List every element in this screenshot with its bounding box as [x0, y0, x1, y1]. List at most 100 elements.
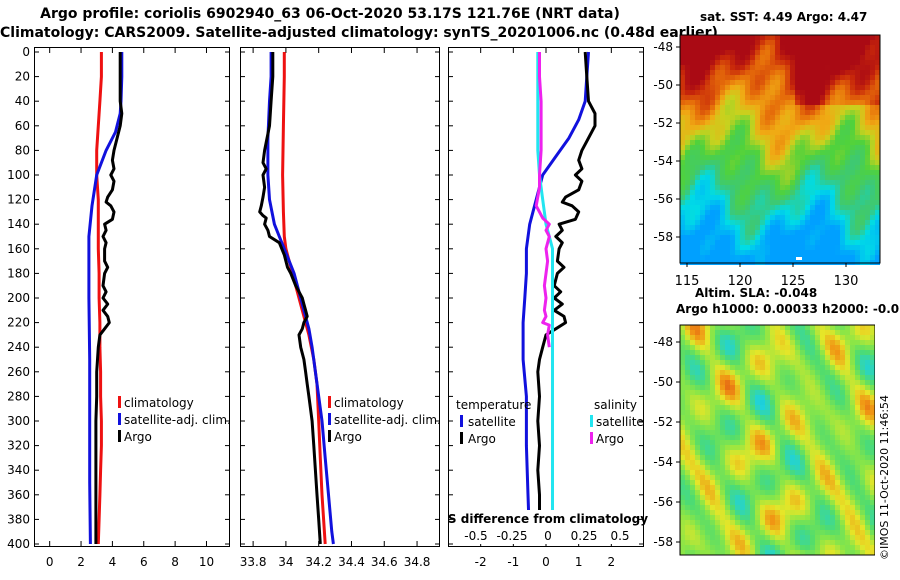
sla-cell [855, 550, 860, 555]
x-tick-label: 8 [171, 555, 179, 569]
sla-cell [705, 520, 710, 525]
sla-cell [715, 380, 720, 385]
sst-cell [815, 115, 820, 120]
sla-cell [715, 370, 720, 375]
sst-cell [870, 95, 875, 100]
sst-cell [825, 155, 830, 160]
sla-cell [825, 485, 830, 490]
sst-cell [725, 35, 730, 40]
sst-cell [870, 190, 875, 195]
sst-cell [775, 165, 780, 170]
sla-cell [730, 360, 735, 365]
sst-cell [695, 210, 700, 215]
sst-cell [835, 60, 840, 65]
sst-cell [745, 170, 750, 175]
sla-cell [760, 325, 765, 330]
sla-cell [695, 375, 700, 380]
sst-cell [825, 75, 830, 80]
sst-cell [680, 75, 685, 80]
sst-cell [750, 195, 755, 200]
sst-cell [740, 210, 745, 215]
sst-cell [795, 65, 800, 70]
sla-cell [745, 545, 750, 550]
sla-cell [695, 370, 700, 375]
sst-cell [810, 65, 815, 70]
sla-cell [820, 500, 825, 505]
sst-cell [840, 215, 845, 220]
sst-cell [855, 60, 860, 65]
sla-cell [710, 505, 715, 510]
sla-cell [745, 515, 750, 520]
sla-cell [780, 525, 785, 530]
sst-cell [780, 225, 785, 230]
plot-frame [34, 47, 230, 547]
sst-cell [805, 125, 810, 130]
sla-cell [725, 490, 730, 495]
sla-cell [730, 550, 735, 555]
sla-cell [820, 455, 825, 460]
depth-tick-label: 300 [7, 414, 30, 428]
sla-cell [720, 410, 725, 415]
sla-cell [810, 425, 815, 430]
sla-cell [685, 405, 690, 410]
sla-cell [730, 530, 735, 535]
sla-cell [780, 360, 785, 365]
sst-cell [755, 210, 760, 215]
sla-cell [720, 385, 725, 390]
legend-label: Argo [334, 430, 362, 444]
sst-cell [835, 185, 840, 190]
sst-cell [720, 210, 725, 215]
sla-cell [835, 500, 840, 505]
sst-cell [730, 235, 735, 240]
series-line-climatology [281, 52, 327, 545]
sla-cell [855, 385, 860, 390]
sst-cell [760, 250, 765, 255]
sst-cell [760, 175, 765, 180]
sst-cell [790, 125, 795, 130]
sst-cell [745, 65, 750, 70]
sla-cell [835, 495, 840, 500]
sst-cell [680, 180, 685, 185]
sst-cell [820, 250, 825, 255]
sst-cell [745, 210, 750, 215]
sst-cell [865, 50, 870, 55]
sla-cell [750, 355, 755, 360]
sst-cell [685, 220, 690, 225]
sla-cell [780, 550, 785, 555]
sst-cell [875, 135, 880, 140]
sla-cell [770, 475, 775, 480]
sla-cell [810, 505, 815, 510]
sla-cell [870, 495, 875, 500]
sst-cell [850, 180, 855, 185]
sla-cell [715, 530, 720, 535]
sst-cell [865, 220, 870, 225]
sla-cell [765, 435, 770, 440]
sst-cell [680, 95, 685, 100]
sst-cell [730, 60, 735, 65]
sla-cell [800, 425, 805, 430]
sla-cell [710, 465, 715, 470]
sla-cell [705, 410, 710, 415]
sla-cell [865, 525, 870, 530]
sla-cell [705, 440, 710, 445]
sla-cell [775, 505, 780, 510]
sst-cell [855, 140, 860, 145]
sst-cell [780, 155, 785, 160]
sla-cell [710, 455, 715, 460]
sst-cell [730, 110, 735, 115]
sst-cell [855, 40, 860, 45]
sla-cell [820, 340, 825, 345]
sla-cell [855, 540, 860, 545]
sla-cell [695, 385, 700, 390]
sla-cell [780, 335, 785, 340]
sla-cell [735, 355, 740, 360]
sst-cell [790, 115, 795, 120]
sla-cell [700, 335, 705, 340]
sst-cell [795, 195, 800, 200]
sla-cell [820, 505, 825, 510]
sst-cell [810, 40, 815, 45]
sst-cell [710, 125, 715, 130]
sla-cell [795, 495, 800, 500]
sst-cell [815, 100, 820, 105]
sla-cell [755, 475, 760, 480]
